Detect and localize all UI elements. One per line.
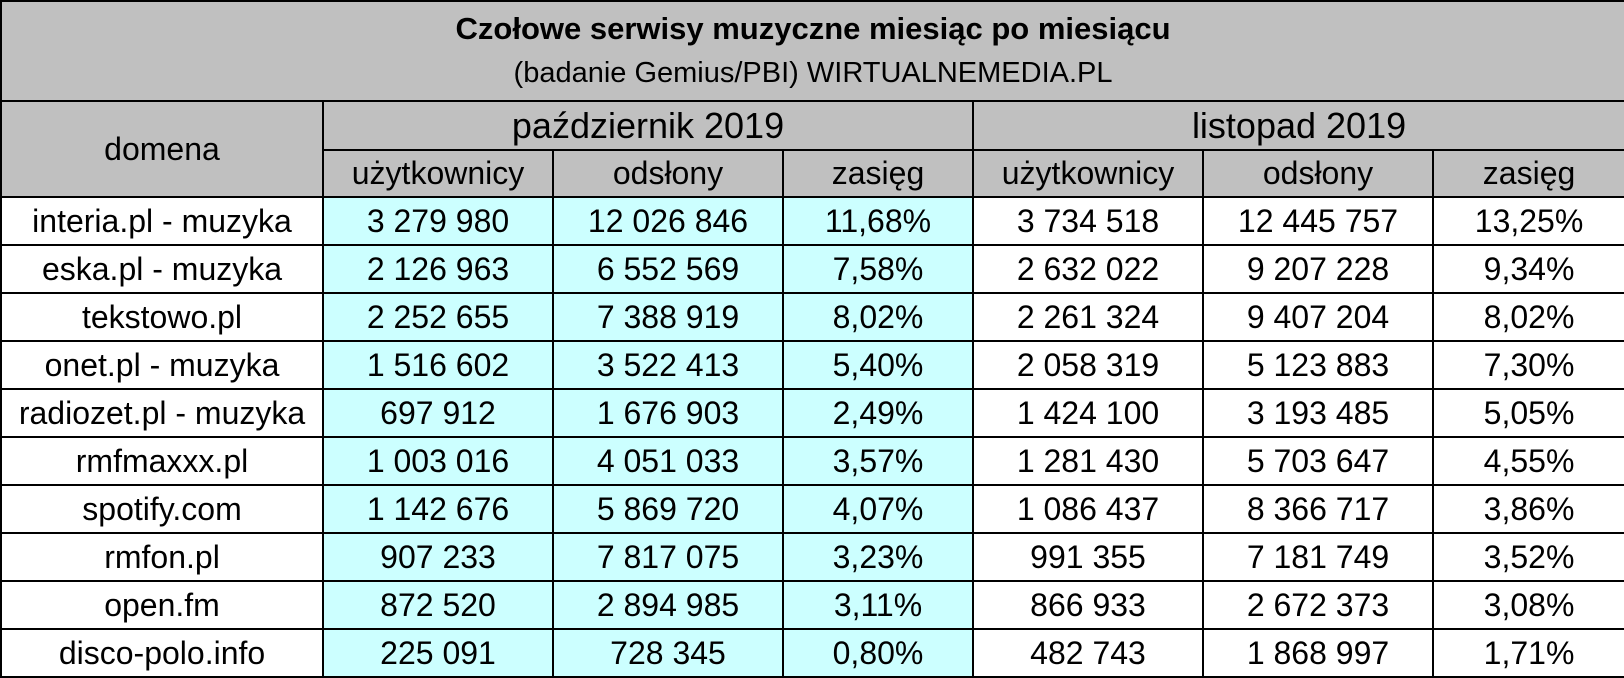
table-row: open.fm 872 520 2 894 985 3,11% 866 933 2 672… [0,580,1624,630]
users-oct-cell: 1 003 016 [322,436,554,486]
reach-nov-cell: 13,25% [1431,196,1624,246]
reach-oct-cell: 3,23% [782,532,974,582]
users-oct-cell: 697 912 [322,388,554,438]
users-nov-cell: 3 734 518 [972,196,1204,246]
reach-nov-cell: 9,34% [1431,244,1624,294]
reach-oct-cell: 3,11% [782,580,974,630]
table-row: rmfmaxxx.pl 1 003 016 4 051 033 3,57% 1 281 … [0,436,1624,486]
pageviews-nov-cell: 5 123 883 [1202,340,1434,390]
domain-cell: rmfon.pl [0,532,324,582]
month-header-row: domena październik 2019 listopad 2019 [0,100,1624,198]
users-oct-cell: 3 279 980 [322,196,554,246]
reach-oct-cell: 7,58% [782,244,974,294]
users-oct-cell: 225 091 [322,628,554,678]
domain-cell: onet.pl - muzyka [0,340,324,390]
column-header-pageviews-oct: odsłony [552,149,784,198]
reach-oct-cell: 8,02% [782,292,974,342]
pageviews-oct-cell: 5 869 720 [552,484,784,534]
column-header-pageviews-nov: odsłony [1202,149,1434,198]
users-nov-cell: 991 355 [972,532,1204,582]
title-row: Czołowe serwisy muzyczne miesiąc po mies… [0,0,1624,102]
column-header-row: użytkownicy odsłony zasięg użytkownicy o… [1,149,1624,198]
domain-cell: radiozet.pl - muzyka [0,388,324,438]
users-nov-cell: 482 743 [972,628,1204,678]
users-oct-cell: 1 516 602 [322,340,554,390]
pageviews-oct-cell: 6 552 569 [552,244,784,294]
month-header-november: listopad 2019 [971,100,1624,151]
table-row: rmfon.pl 907 233 7 817 075 3,23% 991 355 7 18… [0,532,1624,582]
reach-oct-cell: 11,68% [782,196,974,246]
users-nov-cell: 1 424 100 [972,388,1204,438]
column-header-users-nov: użytkownicy [972,149,1204,198]
table-title: Czołowe serwisy muzyczne miesiąc po mies… [455,11,1171,46]
title-cell: Czołowe serwisy muzyczne miesiąc po mies… [0,0,1624,102]
column-header-users-oct: użytkownicy [322,149,554,198]
pageviews-oct-cell: 7 817 075 [552,532,784,582]
table-row: eska.pl - muzyka 2 126 963 6 552 569 7,58% 2… [0,244,1624,294]
reach-oct-cell: 3,57% [782,436,974,486]
users-oct-cell: 907 233 [322,532,554,582]
pageviews-oct-cell: 2 894 985 [552,580,784,630]
table-row: onet.pl - muzyka 1 516 602 3 522 413 5,40% 2… [0,340,1624,390]
table-row: disco-polo.info 225 091 728 345 0,80% 482 74… [0,628,1624,678]
table-subtitle: (badanie Gemius/PBI) WIRTUALNEMEDIA.PL [513,57,1113,89]
users-oct-cell: 1 142 676 [322,484,554,534]
users-nov-cell: 2 058 319 [972,340,1204,390]
pageviews-oct-cell: 12 026 846 [552,196,784,246]
domain-cell: spotify.com [0,484,324,534]
domain-cell: eska.pl - muzyka [0,244,324,294]
users-nov-cell: 2 261 324 [972,292,1204,342]
pageviews-oct-cell: 728 345 [552,628,784,678]
pageviews-nov-cell: 2 672 373 [1202,580,1434,630]
users-oct-cell: 872 520 [322,580,554,630]
reach-nov-cell: 3,08% [1431,580,1624,630]
table-row: radiozet.pl - muzyka 697 912 1 676 903 2,49… [0,388,1624,438]
reach-nov-cell: 8,02% [1431,292,1624,342]
domain-cell: disco-polo.info [0,628,324,678]
users-oct-cell: 2 252 655 [322,292,554,342]
users-nov-cell: 1 281 430 [972,436,1204,486]
pageviews-nov-cell: 7 181 749 [1202,532,1434,582]
domain-header: domena [0,100,324,198]
users-nov-cell: 866 933 [972,580,1204,630]
pageviews-nov-cell: 8 366 717 [1202,484,1434,534]
table-body: interia.pl - muzyka 3 279 980 12 026 846 11… [0,196,1624,678]
reach-oct-cell: 4,07% [782,484,974,534]
pageviews-nov-cell: 3 193 485 [1202,388,1434,438]
users-nov-cell: 1 086 437 [972,484,1204,534]
pageviews-nov-cell: 1 868 997 [1202,628,1434,678]
table-row: interia.pl - muzyka 3 279 980 12 026 846 11… [0,196,1624,246]
reach-nov-cell: 5,05% [1431,388,1624,438]
reach-nov-cell: 3,52% [1431,532,1624,582]
column-header-reach-oct: zasięg [782,149,974,198]
pageviews-nov-cell: 5 703 647 [1202,436,1434,486]
users-nov-cell: 2 632 022 [972,244,1204,294]
reach-nov-cell: 3,86% [1431,484,1624,534]
table-row: spotify.com 1 142 676 5 869 720 4,07% 1 086 … [0,484,1624,534]
domain-cell: open.fm [0,580,324,630]
reach-oct-cell: 0,80% [782,628,974,678]
month-header-october: październik 2019 [322,100,974,151]
pageviews-nov-cell: 12 445 757 [1202,196,1434,246]
domain-cell: rmfmaxxx.pl [0,436,324,486]
pageviews-oct-cell: 3 522 413 [552,340,784,390]
column-header-reach-nov: zasięg [1431,149,1624,198]
reach-oct-cell: 5,40% [782,340,974,390]
pageviews-nov-cell: 9 207 228 [1202,244,1434,294]
pageviews-oct-cell: 4 051 033 [552,436,784,486]
pageviews-oct-cell: 7 388 919 [552,292,784,342]
table-row: tekstowo.pl 2 252 655 7 388 919 8,02% 2 261 … [0,292,1624,342]
reach-nov-cell: 4,55% [1431,436,1624,486]
reach-nov-cell: 1,71% [1431,628,1624,678]
domain-cell: tekstowo.pl [0,292,324,342]
domain-cell: interia.pl - muzyka [0,196,324,246]
reach-nov-cell: 7,30% [1431,340,1624,390]
reach-oct-cell: 2,49% [782,388,974,438]
users-oct-cell: 2 126 963 [322,244,554,294]
pageviews-nov-cell: 9 407 204 [1202,292,1434,342]
pageviews-oct-cell: 1 676 903 [552,388,784,438]
